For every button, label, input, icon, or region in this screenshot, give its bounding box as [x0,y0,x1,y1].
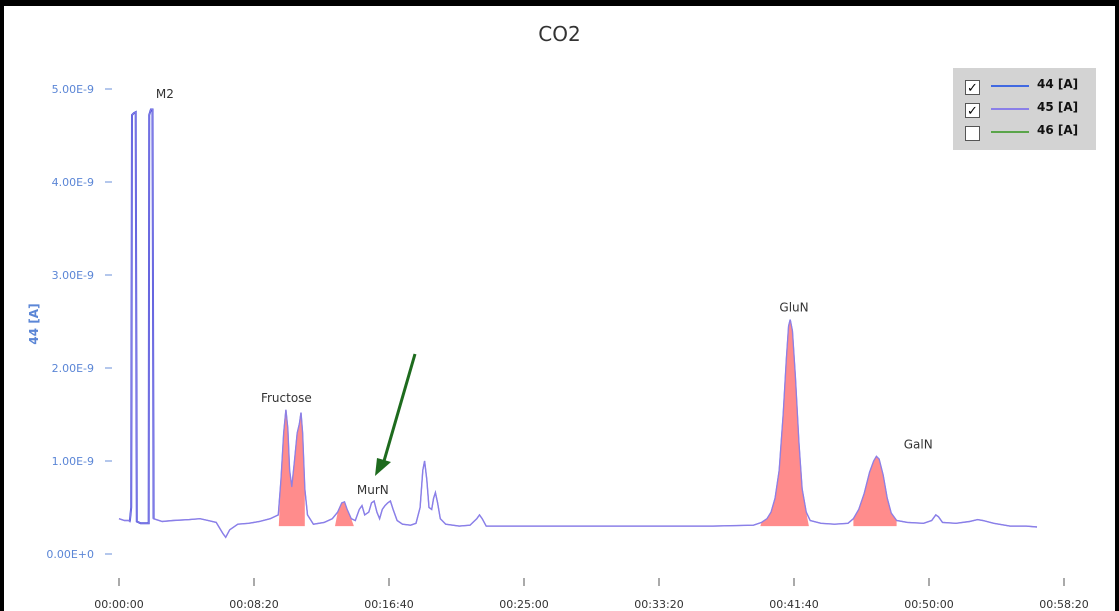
y-tick-label: 4.00E-9 [52,176,94,189]
legend-swatch-44 [991,85,1029,87]
series-line-44 [128,108,155,525]
y-tick-label: 1.00E-9 [52,455,94,468]
legend-item-46[interactable]: 46 [A] [965,122,1093,142]
legend-swatch-46 [991,131,1029,133]
peak-label: M2 [156,87,174,101]
plot-area: 0.00E+0 1.00E-9 2.00E-9 3.00E-9 4.00E-9 5.00E… [27,83,1089,611]
series-line-45 [118,108,1038,539]
legend-swatch-45 [991,108,1029,110]
chart-frame: CO2 0.00E+0 1.00E-9 2.00E-9 3.00E-9 4.00E-9 5… [4,6,1115,611]
peak-area [760,319,809,527]
peak-area [853,456,897,527]
y-tick-label: 2.00E-9 [52,362,94,375]
peak-label: MurN [357,483,389,497]
annotation-arrow-head [375,458,391,476]
x-tick-label: 00:08:20 [229,598,278,611]
x-tick-label: 00:41:40 [769,598,818,611]
x-tick-label: 00:33:20 [634,598,683,611]
chart-title: CO2 [538,22,581,46]
legend-checkbox-44[interactable]: ✓ [965,80,980,95]
legend-checkbox-45[interactable]: ✓ [965,103,980,118]
x-tick-label: 00:58:20 [1039,598,1088,611]
annotation-arrow-shaft [380,353,417,469]
legend-label-44: 44 [A] [1037,77,1079,91]
y-tick-label: 0.00E+0 [46,548,94,561]
legend-label-45: 45 [A] [1037,100,1079,114]
peak-area [335,501,354,527]
x-tick-label: 00:00:00 [94,598,143,611]
legend-checkbox-46[interactable] [965,126,980,141]
x-tick-label: 00:16:40 [364,598,413,611]
legend: ✓ 44 [A] ✓ 45 [A] 46 [A] [953,68,1096,150]
y-tick-label: 3.00E-9 [52,269,94,282]
peak-label: Fructose [261,391,312,405]
legend-item-44[interactable]: ✓ 44 [A] [965,76,1093,96]
y-axis-label: 44 [A] [27,303,41,344]
peak-area [278,409,305,527]
x-tick-label: 00:25:00 [499,598,548,611]
peak-label: GluN [779,301,808,315]
legend-item-45[interactable]: ✓ 45 [A] [965,99,1093,119]
peak-label: GalN [904,437,933,451]
legend-label-46: 46 [A] [1037,123,1079,137]
y-tick-label: 5.00E-9 [52,83,94,96]
x-tick-label: 00:50:00 [904,598,953,611]
series-line-overlay [118,108,1038,539]
